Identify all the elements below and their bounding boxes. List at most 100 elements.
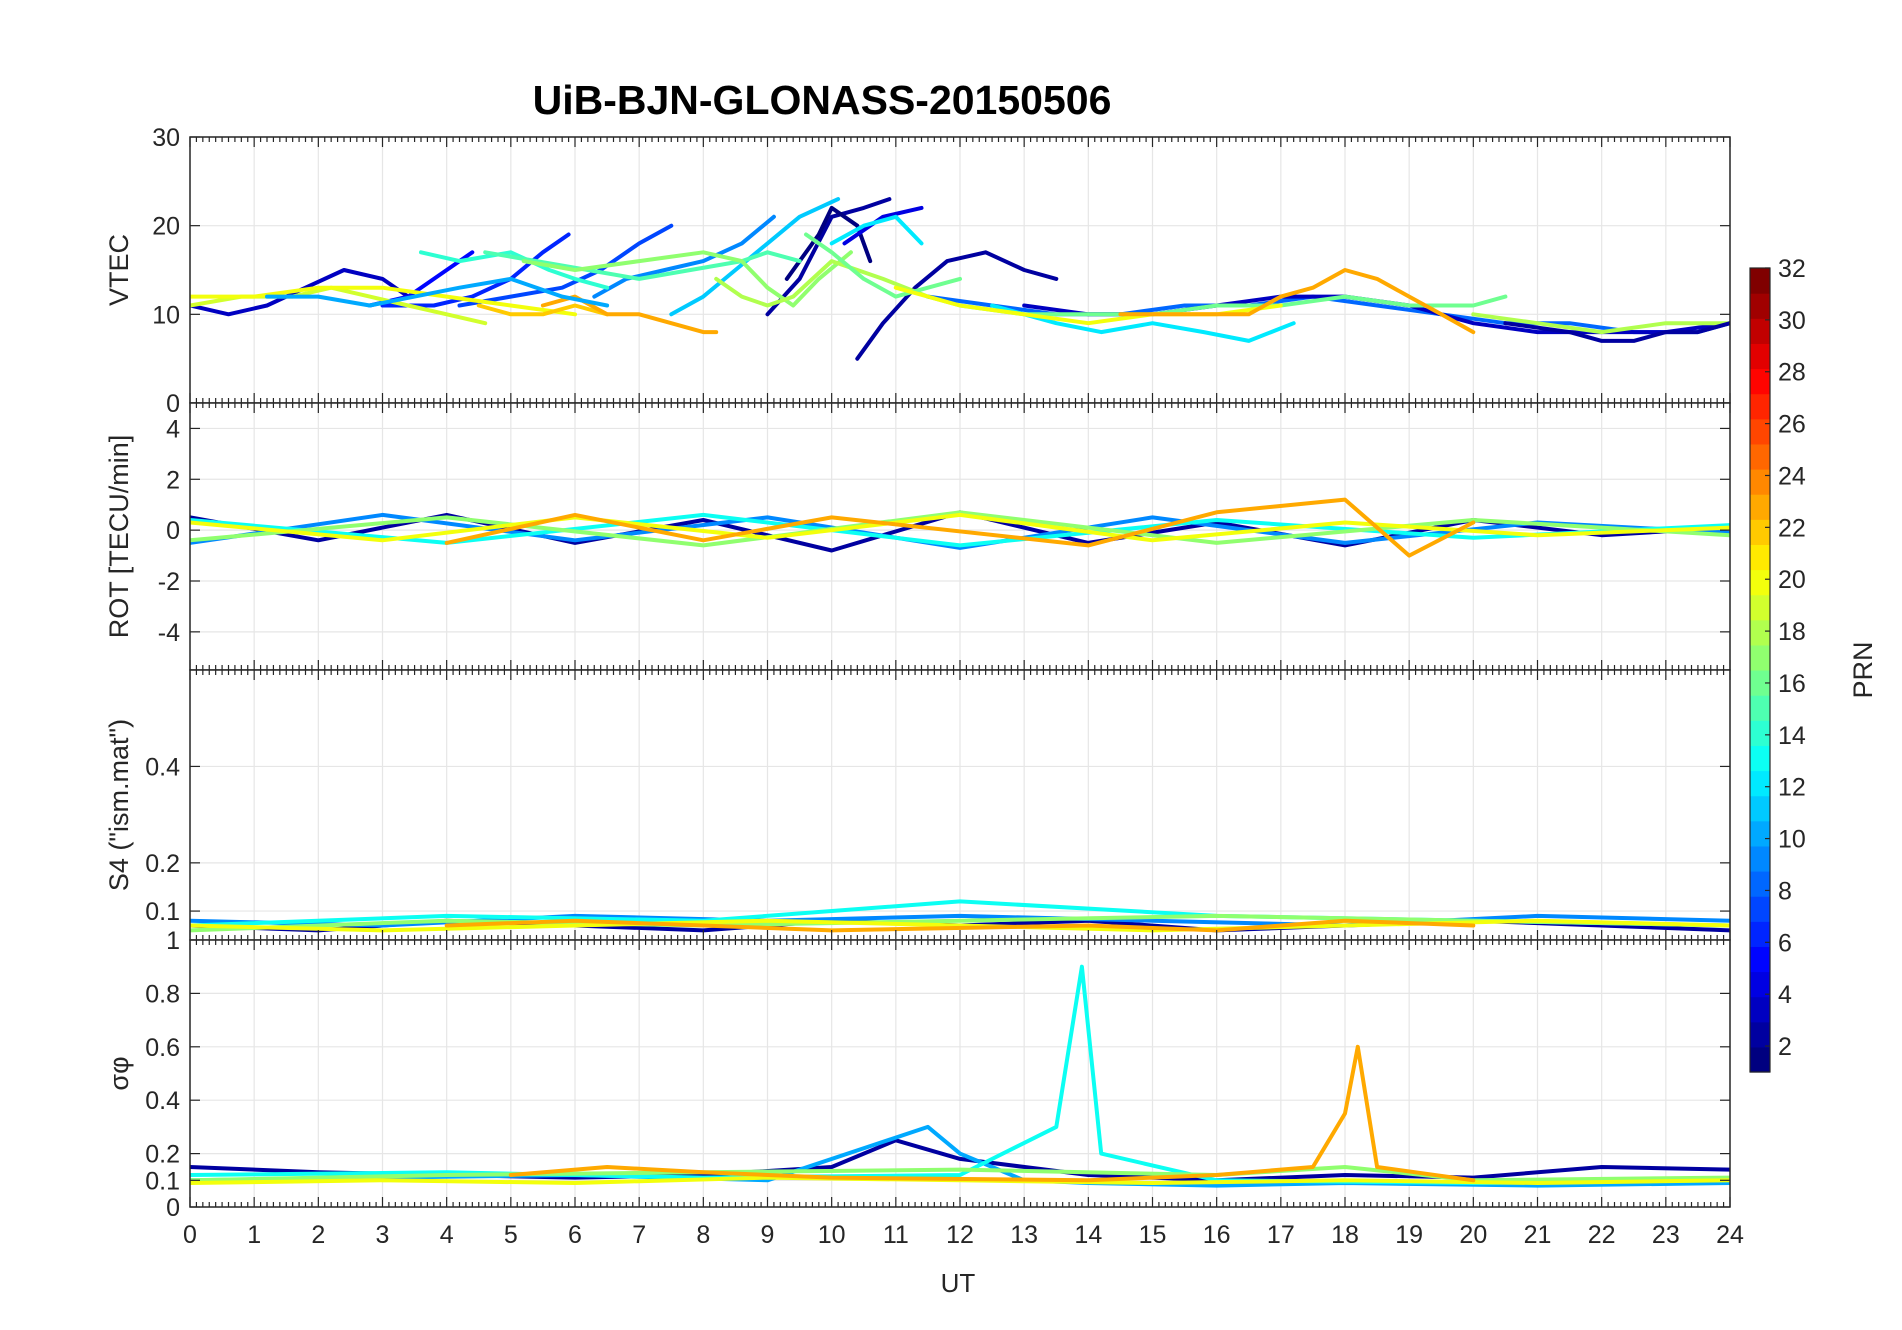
y-tick-label: 30 — [152, 124, 180, 152]
series-line-prn-20 — [190, 512, 1730, 543]
y-tick-label: 0.2 — [145, 1141, 180, 1169]
colorbar-tick-label: 30 — [1778, 307, 1806, 335]
x-tick-label: 10 — [818, 1221, 846, 1249]
series-line-prn-20 — [190, 918, 1730, 933]
colorbar-segment — [1750, 619, 1770, 646]
x-tick-label: 11 — [883, 1221, 909, 1249]
colorbar-tick-label: 20 — [1778, 566, 1806, 594]
series-line-prn-17 — [190, 510, 1730, 548]
series-group — [190, 197, 1730, 361]
series-line-prn-9 — [592, 214, 776, 299]
colorbar-frame — [1749, 267, 1771, 1073]
colorbar-segment — [1750, 971, 1770, 998]
colorbar-tick-label: 2 — [1778, 1033, 1792, 1061]
y-tick-label: 0.1 — [145, 898, 180, 926]
x-axis: 0 1 2 3 4 5 6 7 8 9 10 11 12 13 14 15 16 17 18 19 20 21 22 23 24 — [183, 1221, 1744, 1249]
y-tick-label: 10 — [152, 301, 180, 329]
x-tick-label: 5 — [504, 1221, 518, 1249]
series-line-prn-10 — [265, 276, 610, 308]
colorbar-segment — [1750, 494, 1770, 520]
series-line-prn-4 — [842, 205, 924, 246]
panel-2: -4 -2 0 2 4 ROT [TECU/min] — [104, 402, 1731, 671]
x-tick-label: 14 — [1074, 1221, 1102, 1249]
x-tick-label: 3 — [376, 1221, 390, 1249]
x-tick-label: 2 — [311, 1221, 325, 1249]
x-tick-label: 20 — [1459, 1221, 1487, 1249]
series-line-prn-23 — [1118, 268, 1476, 335]
colorbar-tick-label: 22 — [1778, 514, 1806, 542]
colorbar-segment — [1750, 770, 1770, 797]
colorbar-tick-label: 12 — [1778, 774, 1806, 802]
colorbar-segment — [1750, 1021, 1770, 1048]
series-line-prn-1 — [784, 205, 873, 281]
series-line-prn-2 — [765, 197, 892, 317]
y-tick-label: -4 — [158, 619, 180, 647]
x-tick-label: 7 — [632, 1221, 646, 1249]
x-tick-label: 16 — [1203, 1221, 1231, 1249]
x-tick-label: 13 — [1010, 1221, 1038, 1249]
chart-title: UiB-BJN-GLONASS-20150506 — [533, 77, 1112, 123]
x-tick-label: 24 — [1716, 1221, 1744, 1249]
series-line-prn-6 — [380, 232, 571, 308]
colorbar-segment — [1750, 921, 1770, 947]
series-line-prn-23 — [444, 918, 1476, 933]
colorbar-segment — [1750, 343, 1770, 370]
colorbar-segment — [1750, 1046, 1770, 1073]
series-line-prn-23 — [540, 294, 719, 335]
y-tick-label: 0.1 — [145, 1167, 180, 1195]
colorbar-segment — [1750, 569, 1770, 596]
colorbar-segment — [1750, 368, 1770, 395]
y-tick-label: 4 — [166, 415, 180, 443]
x-tick-label: 15 — [1139, 1221, 1167, 1249]
y-tick-label: 2 — [166, 466, 180, 494]
colorbar-segment — [1750, 293, 1770, 319]
series-line-prn-20 — [190, 285, 577, 317]
x-tick-label: 9 — [761, 1221, 775, 1249]
y-tick-label: 0.4 — [145, 753, 180, 781]
colorbar-tick-label: 4 — [1778, 981, 1792, 1009]
colorbar-segment — [1750, 996, 1770, 1023]
colorbar-tick-label: 14 — [1778, 722, 1806, 750]
series-line-prn-2 — [1503, 321, 1730, 343]
y-tick-label: 0.6 — [145, 1034, 180, 1062]
series-group — [190, 497, 1730, 558]
colorbar-segment — [1750, 519, 1770, 545]
colorbar-tick-label: 26 — [1778, 411, 1806, 439]
series-line-prn-17 — [521, 250, 853, 308]
panel-4: 00.10.2 0.4 0.6 0.8 1 σφ — [104, 927, 1731, 1222]
colorbar-segment — [1750, 594, 1770, 621]
y-tick-label: 0 — [166, 1194, 180, 1222]
series-line-prn-12 — [829, 214, 924, 246]
colorbar-segment — [1750, 268, 1770, 294]
y-tick-label: 0 — [166, 390, 180, 418]
colorbar-segment — [1750, 644, 1770, 671]
series-line-prn-16 — [958, 294, 1508, 317]
colorbar-tick-label: 10 — [1778, 826, 1806, 854]
colorbar-segment — [1750, 393, 1770, 420]
colorbar-tick-label: 8 — [1778, 877, 1792, 905]
colorbar-tick-label: 6 — [1778, 929, 1792, 957]
x-tick-label: 0 — [183, 1221, 197, 1249]
colorbar-segment — [1750, 544, 1770, 571]
series-group — [190, 899, 1730, 933]
series-line-prn-16 — [804, 232, 962, 299]
y-axis-label: ROT [TECU/min] — [104, 435, 134, 639]
y-axis-label: VTEC — [104, 234, 134, 306]
x-tick-label: 1 — [247, 1221, 261, 1249]
x-tick-label: 12 — [946, 1221, 974, 1249]
axes-frame — [189, 939, 1731, 1208]
x-tick-label: 17 — [1267, 1221, 1295, 1249]
x-tick-label: 8 — [696, 1221, 710, 1249]
colorbar-tick-label: 16 — [1778, 670, 1806, 698]
colorbar-segment — [1750, 670, 1770, 696]
y-tick-label: 0.2 — [145, 850, 180, 878]
series-group — [190, 964, 1730, 1188]
series-line-prn-2 — [855, 250, 1059, 361]
colorbar-segment — [1750, 946, 1770, 973]
series-line-prn-22 — [476, 303, 610, 317]
colorbar-segment — [1750, 871, 1770, 897]
series-line-prn-15 — [483, 250, 802, 281]
x-tick-label: 22 — [1588, 1221, 1616, 1249]
